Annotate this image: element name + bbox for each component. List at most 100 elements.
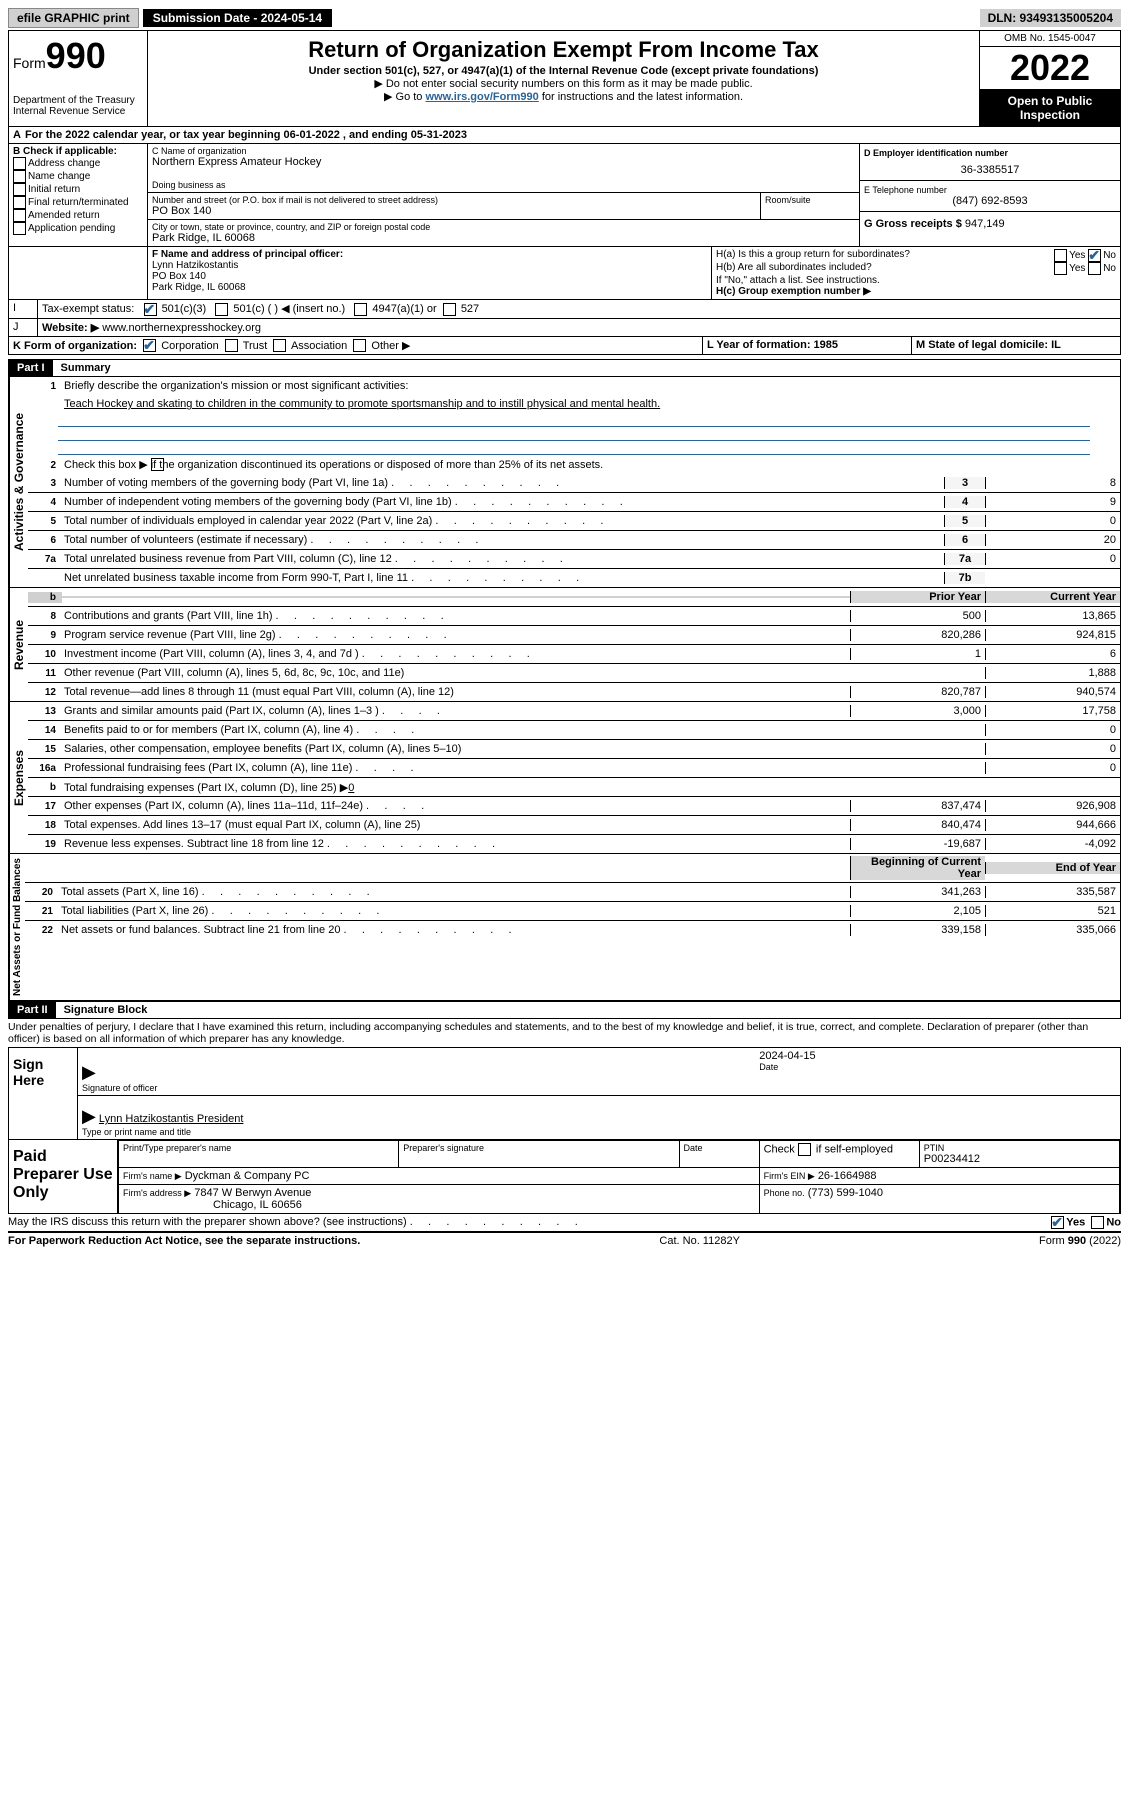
dept-label: Department of the Treasury [13, 95, 143, 106]
ssn-note: ▶ Do not enter social security numbers o… [152, 77, 975, 90]
l2-checkbox[interactable] [151, 458, 164, 471]
ha-yes-checkbox[interactable] [1054, 249, 1067, 262]
l10-current: 6 [985, 648, 1120, 660]
b-title: B Check if applicable: [13, 146, 143, 157]
paid-preparer-label: Paid Preparer Use Only [9, 1140, 117, 1213]
form-subtitle: Under section 501(c), 527, or 4947(a)(1)… [152, 65, 975, 77]
penalty-text: Under penalties of perjury, I declare th… [8, 1019, 1121, 1047]
type-print-label: Type or print name and title [82, 1127, 1116, 1137]
hb-note: If "No," attach a list. See instructions… [716, 275, 1116, 286]
l6-val: 20 [985, 534, 1120, 546]
l18-current: 944,666 [985, 819, 1120, 831]
l11-current: 1,888 [985, 667, 1120, 679]
current-year-hdr: Current Year [985, 591, 1120, 603]
dba-label: Doing business as [152, 180, 855, 190]
tax-status-row: I Tax-exempt status: 501(c)(3) 501(c) ( … [8, 300, 1121, 319]
officer-name: Lynn Hatzikostantis [152, 260, 707, 271]
l20-desc: Total assets (Part X, line 16) [59, 885, 850, 899]
rev-vlabel: Revenue [9, 588, 28, 701]
form-header: Form990 Department of the Treasury Inter… [8, 30, 1121, 127]
submission-date: Submission Date - 2024-05-14 [143, 9, 332, 27]
l9-desc: Program service revenue (Part VIII, line… [62, 628, 850, 642]
room-suite-label: Room/suite [760, 193, 859, 219]
l19-prior: -19,687 [850, 838, 985, 850]
amended-return-checkbox[interactable] [13, 209, 26, 222]
l22-end: 335,066 [985, 924, 1120, 936]
l8-current: 13,865 [985, 610, 1120, 622]
hb-yes-checkbox[interactable] [1054, 262, 1067, 275]
ein-value: 36-3385517 [864, 158, 1116, 176]
4947-checkbox[interactable] [354, 303, 367, 316]
group-return-label: H(a) Is this a group return for subordin… [716, 249, 1054, 262]
firm-addr1: 7847 W Berwyn Avenue [194, 1187, 311, 1199]
dln-label: DLN: 93493135005204 [980, 9, 1121, 27]
firm-addr2: Chicago, IL 60656 [123, 1199, 755, 1211]
l12-current: 940,574 [985, 686, 1120, 698]
city-label: City or town, state or province, country… [152, 222, 855, 232]
sig-date: 2024-04-15 [759, 1050, 1116, 1062]
527-checkbox[interactable] [443, 303, 456, 316]
l21-desc: Total liabilities (Part X, line 26) [59, 904, 850, 918]
expenses-section: Expenses 13Grants and similar amounts pa… [8, 702, 1121, 854]
association-checkbox[interactable] [273, 339, 286, 352]
name-change-checkbox[interactable] [13, 170, 26, 183]
l11-desc: Other revenue (Part VIII, column (A), li… [62, 666, 850, 680]
net-assets-section: Net Assets or Fund Balances Beginning of… [8, 854, 1121, 1001]
l8-prior: 500 [850, 610, 985, 622]
addr-label: Number and street (or P.O. box if mail i… [152, 195, 756, 205]
501c3-checkbox[interactable] [144, 303, 157, 316]
trust-checkbox[interactable] [225, 339, 238, 352]
application-pending-checkbox[interactable] [13, 222, 26, 235]
firm-phone: (773) 599-1040 [808, 1187, 883, 1199]
sign-here-block: Sign Here ▶ Signature of officer 2024-04… [8, 1047, 1121, 1140]
form-number: Form990 [13, 35, 143, 77]
revenue-section: Revenue bPrior YearCurrent Year 8Contrib… [8, 588, 1121, 702]
footer-mid: Cat. No. 11282Y [659, 1235, 740, 1247]
l6-desc: Total number of volunteers (estimate if … [62, 533, 944, 547]
l13-desc: Grants and similar amounts paid (Part IX… [62, 704, 850, 718]
part-ii-header: Part II Signature Block [8, 1001, 1121, 1019]
l14-desc: Benefits paid to or for members (Part IX… [62, 723, 850, 737]
l7a-val: 0 [985, 553, 1120, 565]
irs-link[interactable]: www.irs.gov/Form990 [425, 91, 538, 103]
l7a-desc: Total unrelated business revenue from Pa… [62, 552, 944, 566]
discuss-no-checkbox[interactable] [1091, 1216, 1104, 1229]
hb-no-checkbox[interactable] [1088, 262, 1101, 275]
final-return-checkbox[interactable] [13, 196, 26, 209]
state-domicile: M State of legal domicile: IL [912, 337, 1120, 355]
self-employed-checkbox[interactable] [798, 1143, 811, 1156]
omb-number: OMB No. 1545-0047 [980, 31, 1120, 47]
l8-desc: Contributions and grants (Part VIII, lin… [62, 609, 850, 623]
address-change-checkbox[interactable] [13, 157, 26, 170]
discuss-yes-checkbox[interactable] [1051, 1216, 1064, 1229]
l13-current: 17,758 [985, 705, 1120, 717]
name-label: C Name of organization [152, 146, 855, 156]
irs-label: Internal Revenue Service [13, 106, 143, 117]
l19-current: -4,092 [985, 838, 1120, 850]
part-i-header: Part I Summary [8, 359, 1121, 377]
corporation-checkbox[interactable] [143, 339, 156, 352]
ha-no-checkbox[interactable] [1088, 249, 1101, 262]
gross-receipts-value: 947,149 [965, 218, 1005, 230]
efile-button[interactable]: efile GRAPHIC print [8, 8, 139, 28]
501c-checkbox[interactable] [215, 303, 228, 316]
inspection-label: Open to Public Inspection [980, 90, 1120, 126]
l7b-desc: Net unrelated business taxable income fr… [62, 571, 944, 585]
l3-val: 8 [985, 477, 1120, 489]
initial-return-checkbox[interactable] [13, 183, 26, 196]
tax-exempt-label: Tax-exempt status: [42, 303, 134, 315]
net-vlabel: Net Assets or Fund Balances [9, 854, 25, 1000]
period-line: AFor the 2022 calendar year, or tax year… [8, 127, 1121, 144]
l12-desc: Total revenue—add lines 8 through 11 (mu… [62, 685, 850, 699]
org-form-row: K Form of organization: Corporation Trus… [8, 337, 1121, 356]
gross-receipts-label: G Gross receipts $ [864, 218, 962, 230]
org-name: Northern Express Amateur Hockey [152, 156, 855, 168]
l5-desc: Total number of individuals employed in … [62, 514, 944, 528]
l13-prior: 3,000 [850, 705, 985, 717]
subordinates-label: H(b) Are all subordinates included? [716, 262, 1054, 275]
exp-vlabel: Expenses [9, 702, 28, 853]
l16a-current: 0 [985, 762, 1120, 774]
year-formation: L Year of formation: 1985 [703, 337, 912, 355]
l17-desc: Other expenses (Part IX, column (A), lin… [62, 799, 850, 813]
other-checkbox[interactable] [353, 339, 366, 352]
